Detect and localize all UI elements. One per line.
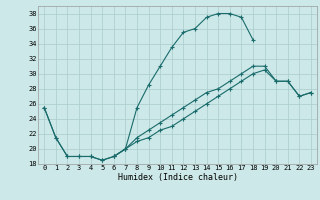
- X-axis label: Humidex (Indice chaleur): Humidex (Indice chaleur): [118, 173, 238, 182]
